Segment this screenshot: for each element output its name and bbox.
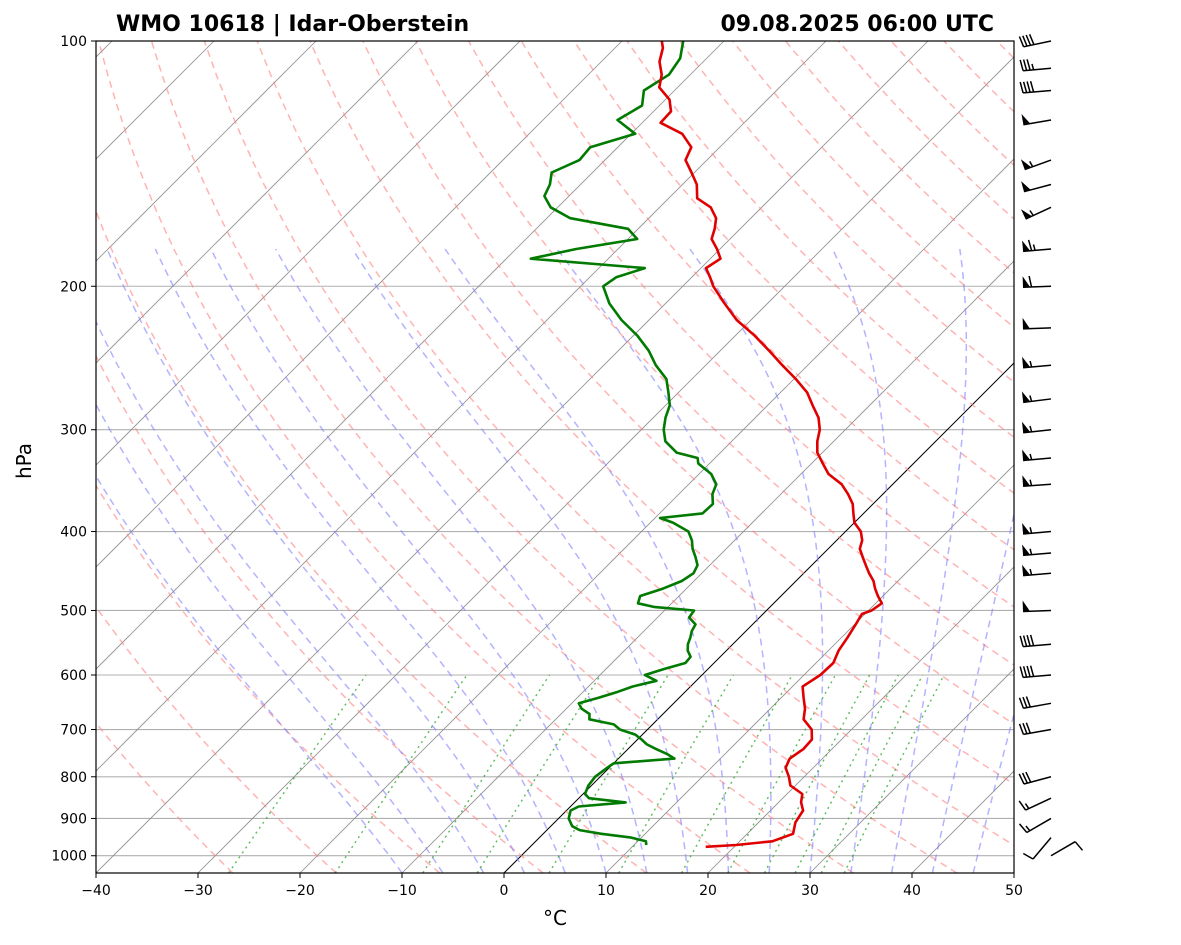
x-tick-label: −20 <box>285 883 315 899</box>
y-tick-label: 200 <box>60 279 87 295</box>
x-tick-label: 30 <box>801 883 819 899</box>
x-tick-label: −10 <box>387 883 417 899</box>
x-tick-label: −30 <box>183 883 213 899</box>
y-tick-label: 800 <box>60 770 87 786</box>
x-tick-label: −40 <box>81 883 111 899</box>
y-tick-label: 500 <box>60 603 87 619</box>
title-time: 09.08.2025 06:00 UTC <box>720 12 994 37</box>
x-tick-label: 50 <box>1005 883 1023 899</box>
x-tick-label: 10 <box>597 883 615 899</box>
y-axis-label: hPa <box>12 443 36 479</box>
x-axis-label: °C <box>543 906 567 930</box>
x-tick-label: 40 <box>903 883 921 899</box>
y-tick-label: 600 <box>60 668 87 684</box>
title-station: WMO 10618 | Idar-Oberstein <box>116 12 469 37</box>
y-tick-label: 400 <box>60 525 87 541</box>
y-tick-label: 100 <box>60 34 87 50</box>
x-tick-label: 20 <box>699 883 717 899</box>
y-tick-label: 900 <box>60 811 87 827</box>
y-tick-label: 300 <box>60 423 87 439</box>
y-tick-label: 700 <box>60 723 87 739</box>
y-tick-label: 1000 <box>51 849 87 865</box>
x-tick-label: 0 <box>500 883 509 899</box>
